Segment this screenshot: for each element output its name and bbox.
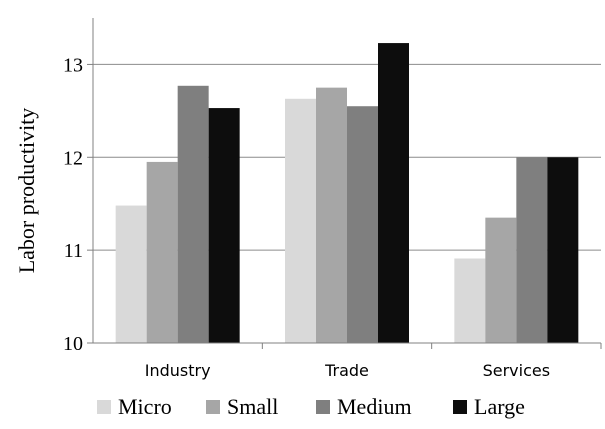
legend-label: Small (227, 394, 278, 419)
x-tick-label: Industry (145, 361, 211, 380)
legend-item-large: Large (453, 394, 525, 419)
bar-large-industry (208, 108, 240, 343)
y-tick-label: 10 (63, 333, 83, 355)
bar-small-trade (316, 87, 347, 344)
legend-label: Medium (337, 394, 412, 419)
x-tick-label: Services (483, 361, 550, 380)
bar-micro-trade (285, 98, 316, 344)
legend-swatch (316, 400, 330, 414)
legend-swatch (97, 400, 111, 414)
y-tick-label: 11 (64, 240, 83, 262)
y-axis-title: Labor productivity (14, 108, 39, 274)
bar-medium-industry (177, 85, 209, 344)
bar-small-services (485, 217, 517, 343)
legend: Micro Small Medium Large (97, 394, 525, 419)
y-tick-label: 12 (63, 147, 83, 169)
bar-medium-services (516, 157, 548, 343)
bar-micro-services (454, 258, 486, 343)
bar-medium-trade (347, 106, 378, 343)
bar-large-trade (378, 43, 409, 343)
y-tick-label: 13 (63, 54, 83, 76)
legend-label: Large (474, 394, 525, 419)
bar-small-industry (146, 161, 178, 343)
legend-item-small: Small (206, 394, 278, 419)
bar-large-services (547, 157, 579, 343)
x-tick-label: Trade (324, 361, 369, 380)
legend-label: Micro (118, 394, 172, 419)
axes (87, 18, 602, 349)
tick-labels: 10 11 12 13 Industry Trade Services (63, 54, 550, 380)
legend-swatch (206, 400, 220, 414)
legend-item-medium: Medium (316, 394, 412, 419)
legend-item-micro: Micro (97, 394, 172, 419)
bar-micro-industry (115, 205, 147, 343)
legend-swatch (453, 400, 467, 414)
bars (115, 43, 579, 344)
